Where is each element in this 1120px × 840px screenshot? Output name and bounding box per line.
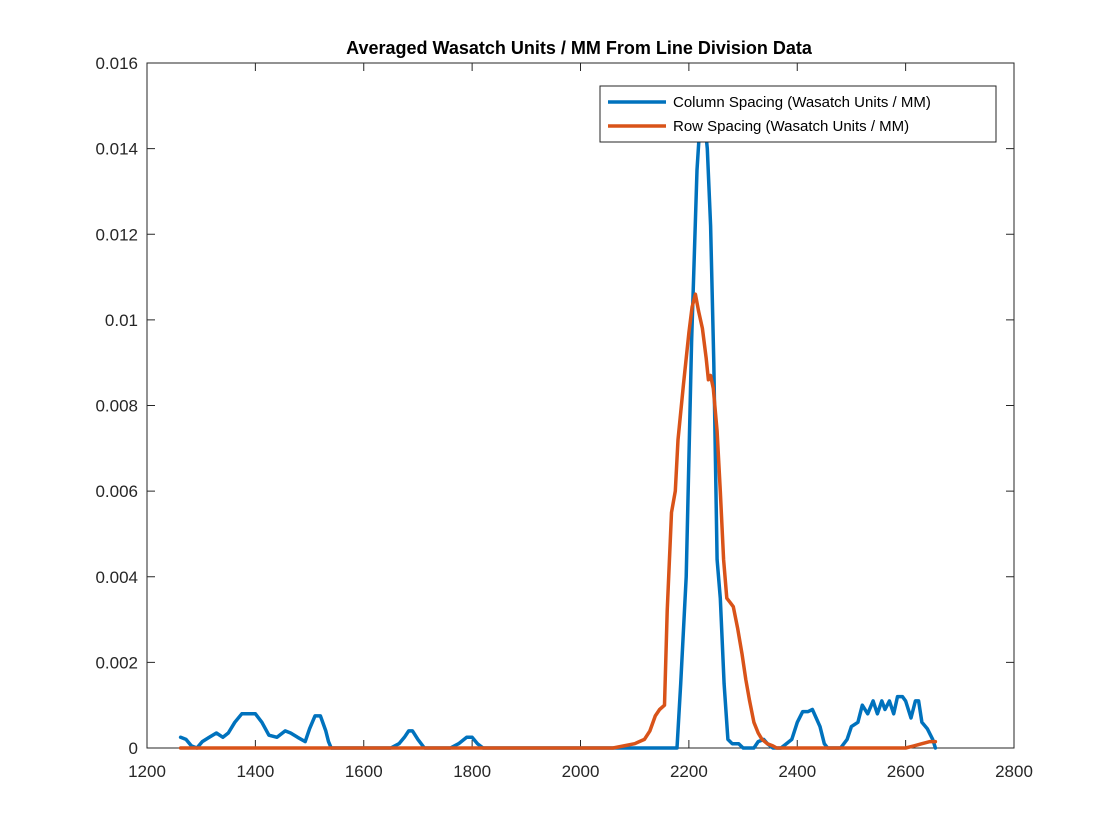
legend: Column Spacing (Wasatch Units / MM) Row S… bbox=[599, 85, 997, 143]
y-tick-label: 0.014 bbox=[95, 140, 138, 159]
x-tick-label: 1400 bbox=[236, 762, 274, 781]
y-tick-label: 0.01 bbox=[105, 311, 138, 330]
y-tick-label: 0.008 bbox=[95, 397, 138, 416]
plot-box bbox=[146, 62, 1015, 749]
y-tick-label: 0.002 bbox=[95, 653, 138, 672]
y-tick-label: 0.012 bbox=[95, 225, 138, 244]
x-tick-label: 2800 bbox=[995, 762, 1033, 781]
x-tick-label: 2400 bbox=[778, 762, 816, 781]
chart-title: Averaged Wasatch Units / MM From Line Di… bbox=[346, 38, 813, 58]
plot-area bbox=[146, 62, 1015, 749]
y-tick-label: 0.006 bbox=[95, 482, 138, 501]
x-tick-label: 2600 bbox=[887, 762, 925, 781]
x-tick-label: 1800 bbox=[453, 762, 491, 781]
x-tick-label: 2000 bbox=[562, 762, 600, 781]
x-tick-label: 2200 bbox=[670, 762, 708, 781]
series-line-2 bbox=[178, 292, 938, 750]
y-axis: 0 0.002 0.004 0.006 0.008 0.01 0.012 0.014 0.016 bbox=[95, 54, 1014, 758]
y-tick-label: 0.004 bbox=[95, 568, 138, 587]
legend-label: Row Spacing (Wasatch Units / MM) bbox=[673, 118, 909, 135]
series-line-1 bbox=[178, 108, 938, 750]
y-tick-label: 0.016 bbox=[95, 54, 138, 73]
series-layer bbox=[178, 108, 938, 750]
legend-label: Column Spacing (Wasatch Units / MM) bbox=[673, 94, 931, 111]
x-tick-label: 1200 bbox=[128, 762, 166, 781]
y-tick-label: 0 bbox=[129, 739, 138, 758]
x-axis: 1200 1400 1600 1800 2000 2200 2400 2600 2800 bbox=[128, 63, 1033, 781]
x-tick-label: 1600 bbox=[345, 762, 383, 781]
legend-box bbox=[599, 85, 997, 143]
